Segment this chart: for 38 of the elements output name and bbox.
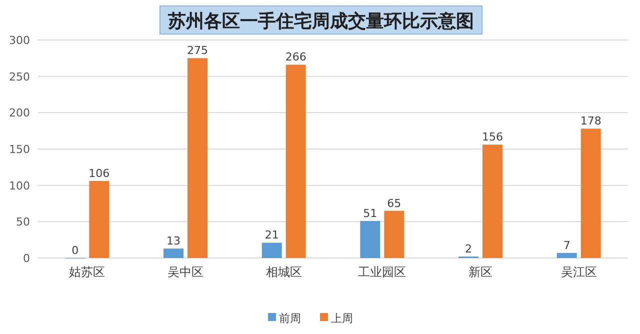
y-tick-label: 0 [23,252,30,265]
data-label: 0 [72,244,79,257]
data-label: 266 [285,50,306,64]
data-label: 178 [580,114,602,128]
data-label: 13 [166,234,180,248]
bar [384,210,404,258]
bar [164,248,184,258]
x-tick-label: 吴江区 [560,265,597,279]
y-tick-label: 200 [9,106,30,120]
data-label: 21 [264,228,279,242]
bar [556,252,577,258]
bar [188,58,208,258]
bar [286,64,306,258]
bar [580,128,601,258]
y-tick-label: 50 [16,216,30,229]
y-tick-label: 300 [9,34,30,47]
bar [262,242,282,258]
bar [360,220,380,258]
chart-title: 苏州各区一手住宅周成交量环比示意图 [167,11,474,32]
legend-label: 前周 [279,312,301,325]
y-tick-label: 150 [9,143,30,156]
data-label: 106 [88,166,110,180]
data-label: 65 [387,196,402,210]
data-label: 156 [482,130,503,144]
x-tick-label: 新区 [468,265,492,279]
data-label: 2 [465,242,472,256]
x-tick-label: 相城区 [266,265,302,279]
x-tick-label: 姑苏区 [69,265,106,279]
legend-label: 上周 [331,312,353,325]
y-tick-label: 100 [9,179,30,192]
y-tick-label: 250 [9,70,30,84]
bar [482,144,502,258]
bar [89,180,110,258]
data-label: 7 [563,238,570,252]
data-label: 275 [187,44,208,58]
x-tick-label: 工业园区 [358,265,406,279]
data-label: 51 [363,206,378,220]
x-tick-label: 吴中区 [168,265,204,279]
